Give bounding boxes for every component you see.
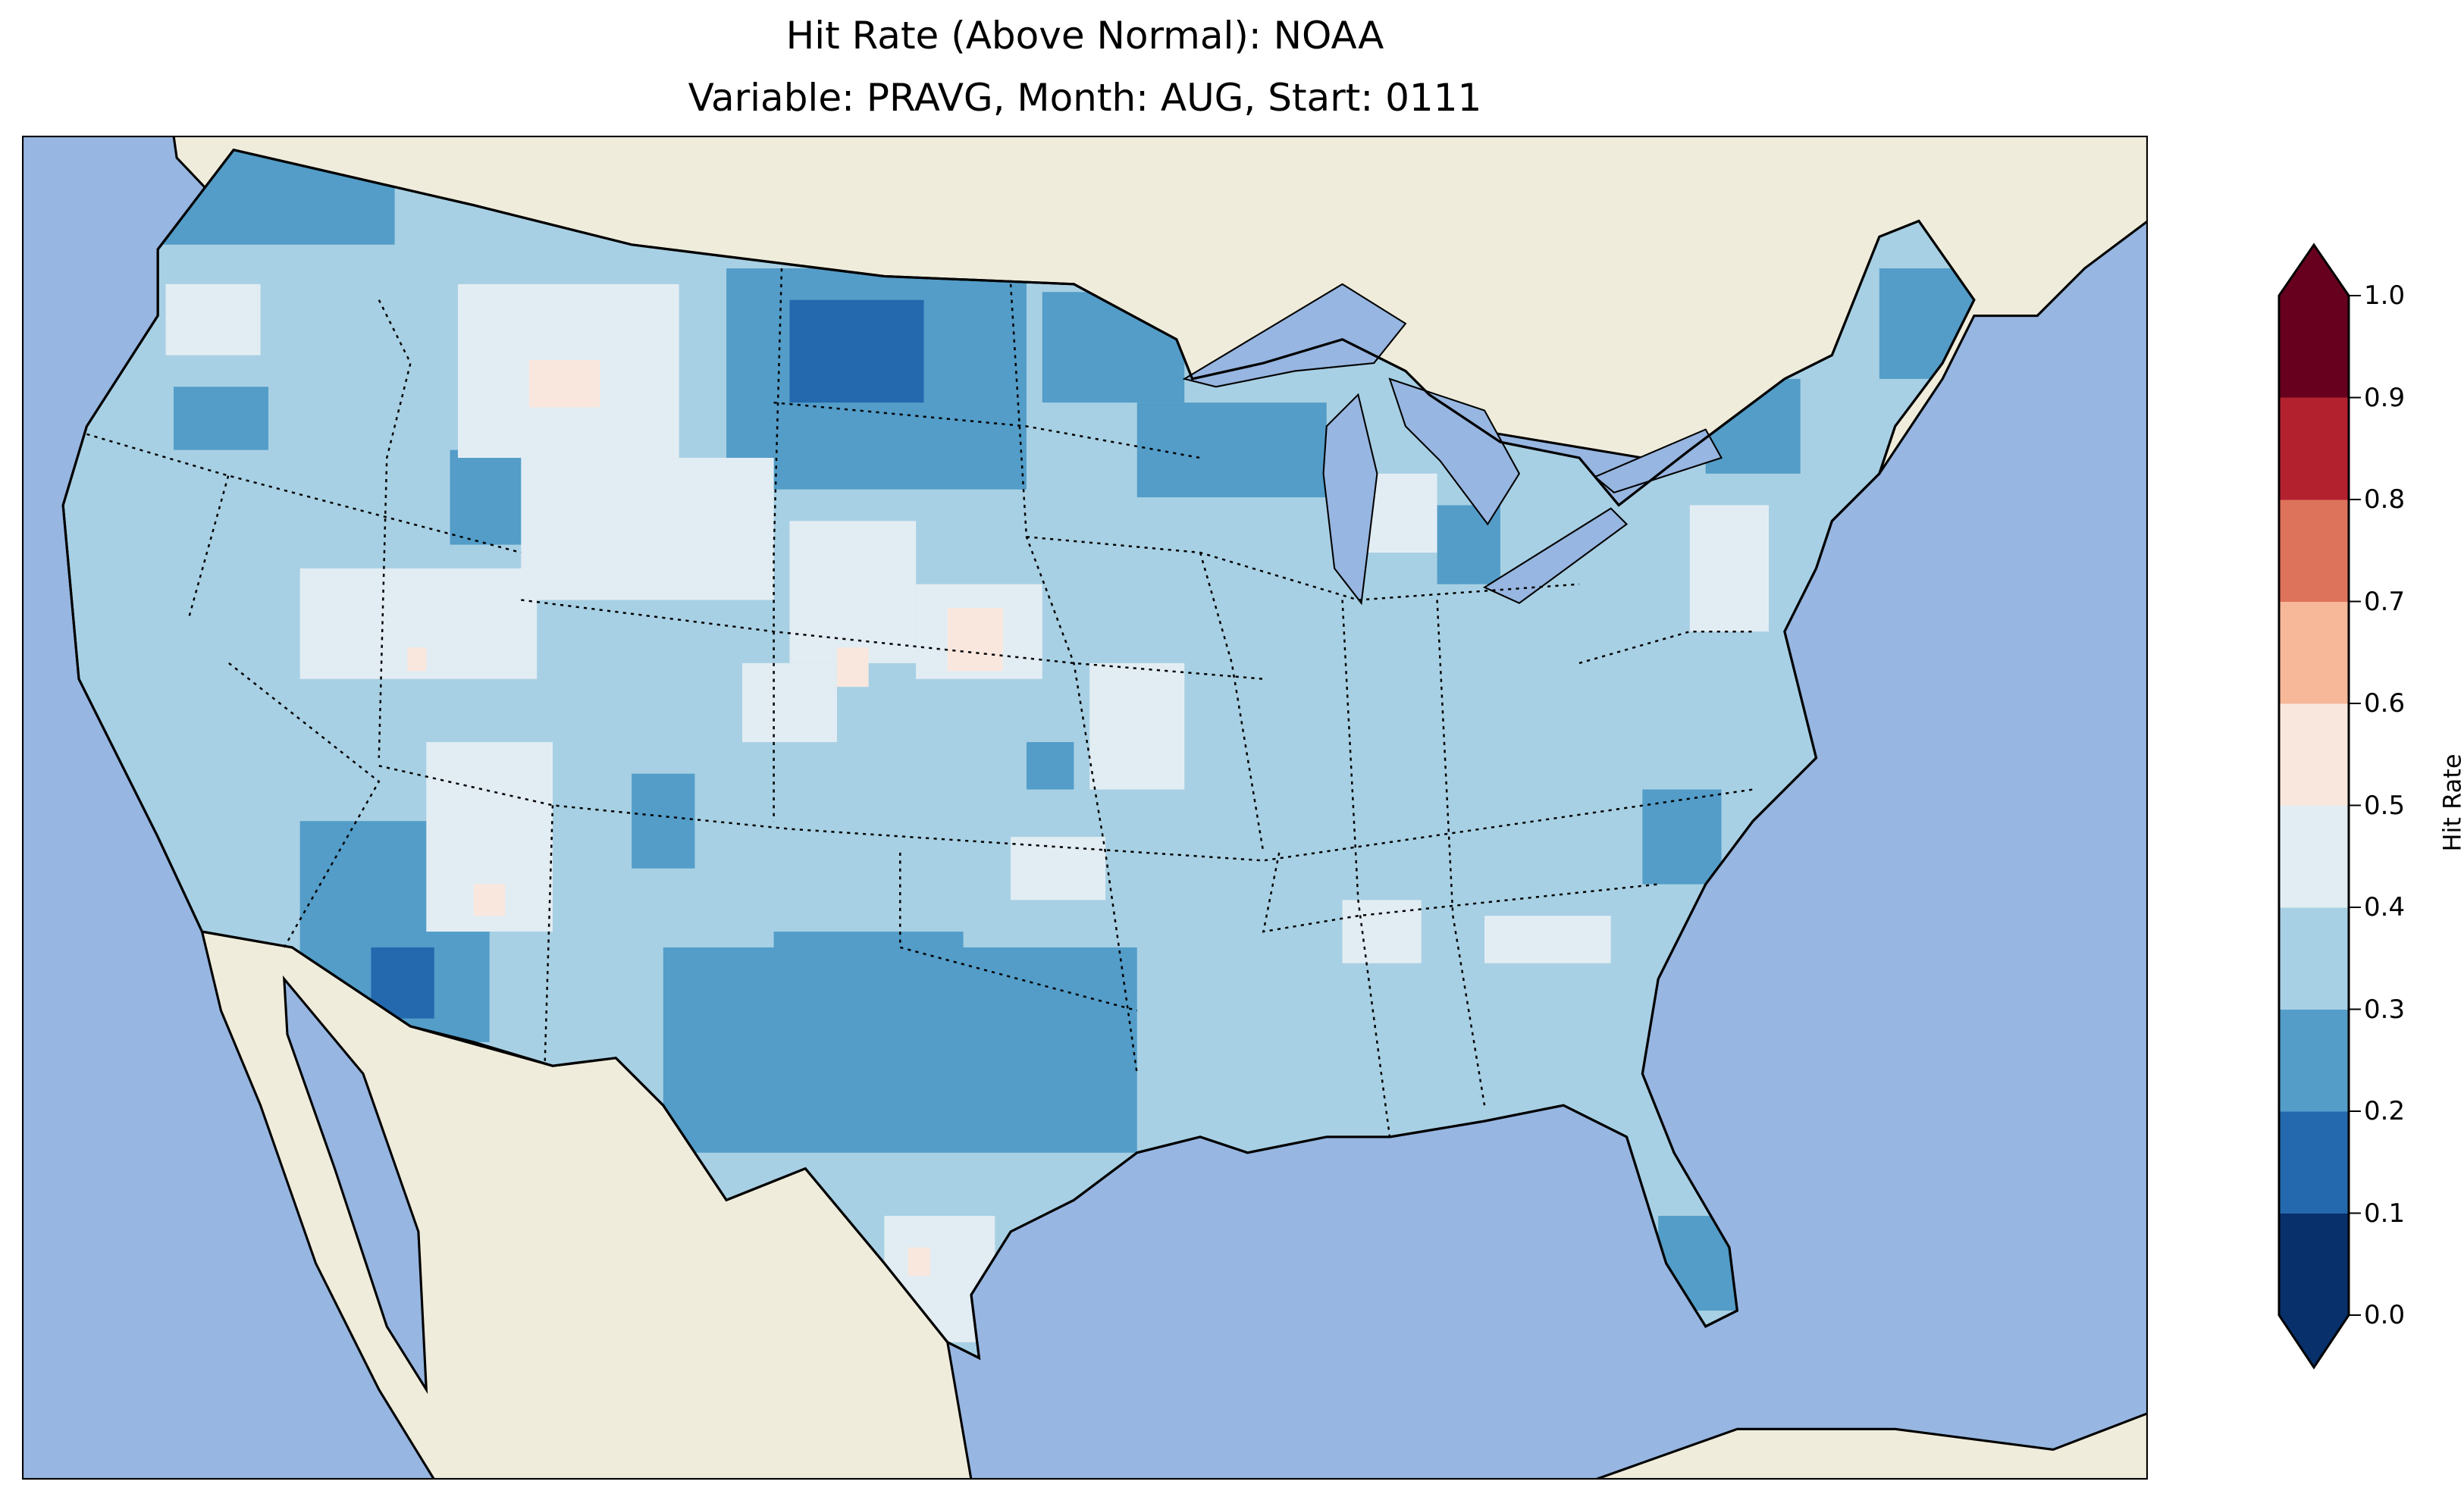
us-outline	[61, 149, 1976, 1361]
colorbar-segment	[2279, 805, 2349, 908]
colorbar-tick-label: 0.9	[2364, 382, 2406, 413]
chart-title: Hit Rate (Above Normal): NOAA	[785, 14, 1384, 58]
colorbar-tick-label: 0.6	[2364, 688, 2406, 719]
gulf-of-california	[282, 975, 428, 1395]
colorbar	[2277, 243, 2361, 1370]
colorbar-segment	[2279, 703, 2349, 806]
colorbar-segment	[2279, 601, 2349, 704]
colorbar-tick-label: 1.0	[2364, 280, 2406, 311]
chart-subtitle: Variable: PRAVG, Month: AUG, Start: 0111	[688, 76, 1482, 120]
colorbar-tick-label: 0.3	[2364, 994, 2406, 1025]
colorbar-tick-label: 0.0	[2364, 1300, 2406, 1330]
colorbar-label: Hit Rate	[2437, 753, 2464, 852]
colorbar-tick-label: 0.2	[2364, 1096, 2406, 1126]
colorbar-tick-label: 0.4	[2364, 892, 2406, 922]
colorbar-segment	[2279, 397, 2349, 500]
great-lakes	[1182, 283, 1723, 606]
colorbar-tick-label: 0.8	[2364, 484, 2406, 515]
colorbar-segment	[2279, 1213, 2349, 1367]
colorbar-tick-label: 0.7	[2364, 586, 2406, 617]
colorbar-segment	[2279, 500, 2349, 602]
state-borders	[86, 268, 1754, 1138]
map-frame	[22, 136, 2148, 1480]
colorbar-segment	[2279, 1111, 2349, 1214]
colorbar-segment	[2279, 907, 2349, 1010]
colorbar-tick-label: 0.5	[2364, 790, 2406, 821]
colorbar-segment	[2279, 245, 2349, 398]
colorbar-segment	[2279, 1009, 2349, 1112]
colorbar-tick-label: 0.1	[2364, 1198, 2406, 1229]
cuba-land	[1594, 1411, 2148, 1480]
